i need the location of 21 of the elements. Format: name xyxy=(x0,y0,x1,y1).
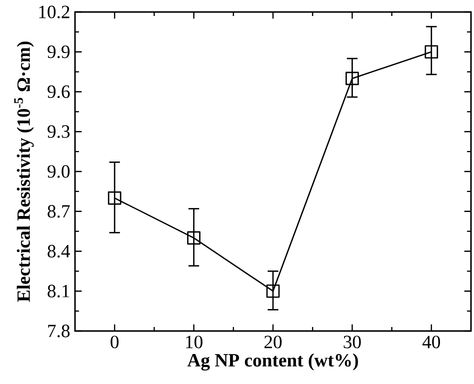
y-tick-label: 8.1 xyxy=(48,284,70,298)
point xyxy=(346,72,359,86)
y-tick-label: 9.9 xyxy=(48,46,70,58)
point xyxy=(108,191,122,205)
y-tick-label: 10.2 xyxy=(39,6,70,18)
x-tick-label: 40 xyxy=(422,336,440,348)
point xyxy=(424,45,438,59)
x-tick-label: 20 xyxy=(264,336,282,348)
x-tick-label: 30 xyxy=(344,336,361,348)
y-tick-label: 7.8 xyxy=(48,324,70,338)
x-tick-label: 0 xyxy=(110,336,119,348)
point xyxy=(266,284,280,298)
y-tick-label: 9.0 xyxy=(48,165,70,178)
y-tick-label: 9.3 xyxy=(48,125,70,138)
y-tick-label: 8.4 xyxy=(48,244,70,258)
x-axis-title: Ag NP content (wt%) xyxy=(187,353,358,371)
y-tick-label: 9.6 xyxy=(48,85,70,98)
y-axis-title: Electrical Resistivity (10$^{-5}$ Ω·cm) xyxy=(14,42,34,302)
y-tick-label: 8.7 xyxy=(48,205,70,218)
point xyxy=(187,231,200,245)
x-tick-label: 10 xyxy=(186,336,202,348)
